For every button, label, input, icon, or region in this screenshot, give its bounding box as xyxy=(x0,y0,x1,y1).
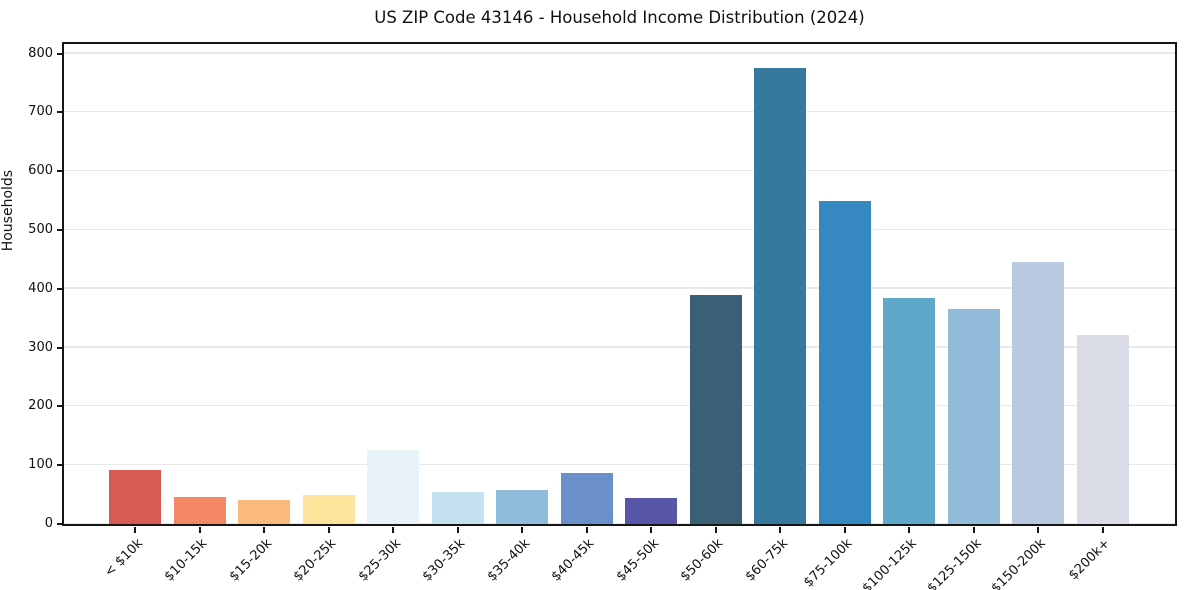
bar-slot: $20-25k xyxy=(291,44,362,584)
x-tick-mark xyxy=(327,527,330,533)
y-tick-mark-0 xyxy=(57,523,62,525)
bar-16 xyxy=(1076,334,1129,524)
bar-6 xyxy=(431,491,484,524)
y-tick-label-300: 300 xyxy=(28,339,53,355)
x-tick-label: $60-75k xyxy=(742,536,791,585)
bar-13 xyxy=(883,297,936,524)
x-tick-mark xyxy=(650,527,653,533)
gridline-400 xyxy=(64,287,1175,289)
x-tick-label: $35-40k xyxy=(484,536,533,585)
gridline-700 xyxy=(64,111,1175,113)
x-tick-mark xyxy=(779,527,782,533)
bar-slot: $35-40k xyxy=(484,44,555,584)
x-tick-label: $200k+ xyxy=(1066,536,1114,584)
bar-slot: $10-15k xyxy=(162,44,233,584)
bar-7 xyxy=(496,490,549,524)
bar-12 xyxy=(818,200,871,524)
bar-slot: $125-150k xyxy=(924,44,1007,590)
bar-slot: $40-45k xyxy=(549,44,620,584)
y-tick-label-700: 700 xyxy=(28,104,53,120)
y-tick-mark-500 xyxy=(57,229,62,231)
y-tick-mark-300 xyxy=(57,346,62,349)
bar-1 xyxy=(109,469,162,524)
bar-slot: $75-100k xyxy=(801,44,878,590)
y-tick-mark-600 xyxy=(57,170,62,173)
x-tick-mark xyxy=(456,527,459,533)
x-tick-label: $30-35k xyxy=(419,536,469,585)
gridline-100 xyxy=(64,463,1175,466)
bar-slot: $50-60k xyxy=(678,44,749,584)
x-tick-label: < $10k xyxy=(101,536,146,581)
bar-11 xyxy=(754,68,807,524)
x-tick-mark xyxy=(714,527,717,533)
gridline-300 xyxy=(64,346,1175,348)
bar-slot: $150-200k xyxy=(989,44,1071,590)
bar-slot: $200k+ xyxy=(1066,44,1136,583)
x-tick-mark xyxy=(843,527,846,533)
x-tick-label: $25-30k xyxy=(355,536,404,585)
y-tick-mark-200 xyxy=(57,405,62,408)
x-tick-mark xyxy=(1037,527,1040,533)
y-tick-label-100: 100 xyxy=(28,457,53,473)
x-tick-label: $15-20k xyxy=(226,536,275,585)
x-tick-mark xyxy=(263,527,266,533)
y-tick-label-500: 500 xyxy=(28,222,53,237)
bar-8 xyxy=(560,473,613,524)
x-tick-mark xyxy=(198,527,201,533)
y-tick-label-200: 200 xyxy=(28,398,53,414)
y-tick-label-800: 800 xyxy=(28,45,53,61)
x-tick-label: $75-100k xyxy=(801,536,856,590)
y-axis-label: Households xyxy=(0,169,16,252)
bar-slot: $25-30k xyxy=(355,44,426,584)
chart-title: US ZIP Code 43146 - Household Income Dis… xyxy=(374,8,865,27)
x-tick-mark xyxy=(392,527,395,533)
y-tick-mark-800 xyxy=(57,52,62,55)
x-tick-mark xyxy=(1101,527,1104,533)
x-tick-mark xyxy=(908,527,911,533)
bar-9 xyxy=(625,497,678,524)
y-tick-label-600: 600 xyxy=(28,163,53,179)
y-tick-label-400: 400 xyxy=(28,280,53,296)
bars-layer: < $10k $10-15k $15-20k $20-25k $25-30k $30-35… xyxy=(64,44,1175,590)
gridline-600 xyxy=(64,169,1175,172)
x-tick-label: $150-200k xyxy=(988,536,1049,590)
gridline-200 xyxy=(64,405,1175,407)
y-tick-mark-700 xyxy=(57,111,62,114)
bar-4 xyxy=(302,494,355,524)
bar-slot: $30-35k xyxy=(420,44,491,584)
x-tick-mark xyxy=(972,527,975,533)
plot-area: 0 100 200 300 400 500 600 700 800 < $10k $10-15k $… xyxy=(28,42,1177,590)
bar-slot: $100-125k xyxy=(860,44,942,590)
gridline-500 xyxy=(64,228,1175,230)
x-tick-label: $40-45k xyxy=(548,536,598,585)
bar-slot: $45-50k xyxy=(613,44,684,584)
y-tick-label-0: 0 xyxy=(44,516,53,531)
bar-2 xyxy=(173,496,226,524)
bar-5 xyxy=(367,449,420,524)
bar-15 xyxy=(1012,261,1065,524)
x-tick-mark xyxy=(521,527,524,533)
x-tick-label: $45-50k xyxy=(613,536,662,585)
bar-10 xyxy=(689,294,742,524)
x-tick-label: $125-150k xyxy=(924,536,985,590)
x-tick-label: $50-60k xyxy=(677,536,727,585)
bar-3 xyxy=(238,500,291,524)
bar-slot: $60-75k xyxy=(742,44,813,584)
bar-slot: < $10k xyxy=(102,44,168,580)
x-tick-label: $100-125k xyxy=(859,536,920,590)
gridline-800 xyxy=(64,52,1175,54)
bar-14 xyxy=(947,309,1000,524)
x-tick-mark xyxy=(585,527,588,533)
y-tick-mark-100 xyxy=(57,464,62,467)
y-tick-mark-400 xyxy=(57,287,62,290)
x-tick-label: $10-15k xyxy=(161,536,211,585)
gridline-0 xyxy=(64,522,1175,524)
x-tick-mark xyxy=(134,527,137,533)
x-tick-label: $20-25k xyxy=(290,536,340,585)
bar-slot: $15-20k xyxy=(226,44,297,584)
